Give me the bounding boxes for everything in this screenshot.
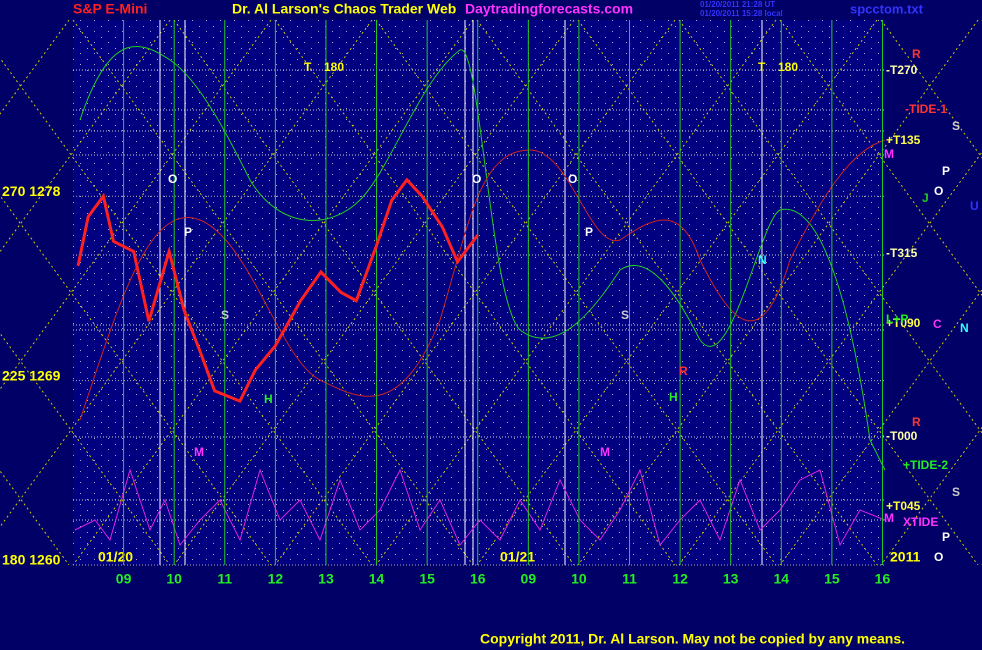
marker-label: M bbox=[600, 445, 610, 459]
website: Daytradingforecasts.com bbox=[465, 1, 633, 17]
level-label: XTIDE bbox=[903, 515, 938, 529]
marker-label: P bbox=[942, 530, 950, 544]
x-tick-label: 15 bbox=[419, 571, 435, 587]
marker-label: N bbox=[758, 253, 767, 267]
chart-title: Dr. Al Larson's Chaos Trader Web bbox=[232, 1, 456, 17]
y-tick-label: 225 1269 bbox=[2, 367, 61, 383]
x-tick-label: 11 bbox=[217, 571, 232, 587]
t-label: T bbox=[304, 60, 312, 74]
t-label: T bbox=[758, 60, 766, 74]
marker-label: J bbox=[922, 191, 929, 205]
marker-label: M bbox=[884, 511, 894, 525]
x-tick-label: 13 bbox=[318, 571, 334, 587]
x-tick-label: 14 bbox=[369, 571, 385, 587]
marker-label: P bbox=[585, 225, 593, 239]
x-tick-label: 14 bbox=[773, 571, 789, 587]
marker-label: C bbox=[933, 317, 942, 331]
marker-label: S bbox=[952, 119, 960, 133]
marker-label: S bbox=[221, 308, 229, 322]
t-label: 180 bbox=[778, 60, 798, 74]
x-tick-label: 09 bbox=[521, 571, 537, 587]
x-tick-label: 12 bbox=[672, 571, 688, 587]
t-label: 180 bbox=[324, 60, 344, 74]
marker-label: R bbox=[912, 47, 921, 61]
decoration bbox=[0, 19, 982, 566]
file-name: spcctom.txt bbox=[850, 1, 924, 16]
marker-label: O bbox=[472, 172, 481, 186]
marker-label: M bbox=[884, 147, 894, 161]
date-label: 01/20 bbox=[98, 549, 133, 565]
level-label: +TIDE-2 bbox=[903, 458, 948, 472]
x-tick-label: 10 bbox=[571, 571, 587, 587]
x-tick-label: 11 bbox=[622, 571, 637, 587]
marker-label: H bbox=[669, 390, 678, 404]
level-label: -TIDE-1 bbox=[905, 102, 947, 116]
marker-label: M bbox=[194, 445, 204, 459]
level-label: +T090 bbox=[886, 316, 921, 330]
xtide-curve bbox=[74, 468, 886, 547]
timestamp: 01/20/2011 21:28 UT bbox=[700, 0, 775, 9]
x-tick-label: 10 bbox=[166, 571, 182, 587]
level-label: +T045 bbox=[886, 499, 921, 513]
marker-label: O bbox=[168, 172, 177, 186]
marker-label: S bbox=[952, 485, 960, 499]
y-tick-label: 270 1278 bbox=[2, 183, 61, 199]
x-tick-label: 16 bbox=[875, 571, 891, 587]
marker-label: R bbox=[912, 415, 921, 429]
marker-label: N bbox=[960, 321, 969, 335]
tide-curve bbox=[79, 45, 886, 471]
copyright: Copyright 2011, Dr. Al Larson. May not b… bbox=[480, 631, 905, 647]
tide-curve-red bbox=[79, 139, 886, 421]
marker-label: P bbox=[942, 164, 950, 178]
timestamp: 01/20/2011 15:28 local bbox=[700, 9, 783, 18]
level-label: +T135 bbox=[886, 133, 921, 147]
marker-label: O bbox=[568, 172, 577, 186]
marker-label: P bbox=[184, 225, 192, 239]
x-tick-label: 12 bbox=[268, 571, 284, 587]
marker-label: U bbox=[970, 199, 979, 213]
x-tick-label: 09 bbox=[116, 571, 132, 587]
marker-label: R bbox=[679, 364, 688, 378]
level-label: -T270 bbox=[886, 63, 918, 77]
plot-dots bbox=[73, 20, 885, 565]
marker-label: O bbox=[934, 184, 943, 198]
level-label: L+P bbox=[886, 312, 908, 326]
price-line bbox=[76, 177, 479, 404]
marker-label: S bbox=[621, 308, 629, 322]
marker-label: H bbox=[264, 392, 273, 406]
date-label: 01/21 bbox=[500, 549, 535, 565]
x-tick-label: 15 bbox=[824, 571, 840, 587]
level-label: -T000 bbox=[886, 429, 918, 443]
instrument: S&P E-Mini bbox=[73, 1, 147, 17]
y-tick-label: 180 1260 bbox=[2, 552, 61, 568]
x-tick-label: 13 bbox=[723, 571, 739, 587]
x-tick-label: 16 bbox=[470, 571, 486, 587]
date-label: 2011 bbox=[890, 549, 921, 565]
marker-label: O bbox=[934, 550, 943, 564]
level-label: -T315 bbox=[886, 246, 918, 260]
